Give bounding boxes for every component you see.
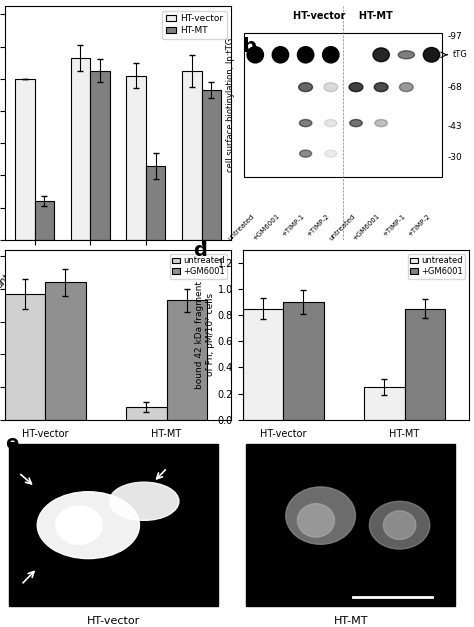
Text: HT-vector: HT-vector — [87, 616, 140, 626]
Bar — [166, 300, 207, 419]
Ellipse shape — [400, 83, 413, 92]
Ellipse shape — [350, 120, 362, 127]
Legend: untreated, +GM6001: untreated, +GM6001 — [408, 254, 465, 278]
Ellipse shape — [375, 120, 387, 127]
Ellipse shape — [299, 120, 312, 127]
Text: +TIMP-2: +TIMP-2 — [407, 213, 431, 238]
Text: -30: -30 — [448, 153, 463, 162]
Y-axis label: bound 42 kDa fragment
of Fn, pM/10⁷ cells: bound 42 kDa fragment of Fn, pM/10⁷ cell… — [195, 281, 215, 389]
Ellipse shape — [325, 120, 337, 127]
Bar — [243, 308, 283, 419]
Bar — [35, 201, 54, 240]
Text: tTG: tTG — [453, 50, 468, 60]
Ellipse shape — [324, 83, 337, 92]
Bar — [283, 302, 324, 419]
Bar — [45, 282, 86, 419]
Text: cell surface biotinylation, Ip:tTG: cell surface biotinylation, Ip:tTG — [226, 38, 235, 172]
Text: HT-vector    HT-MT: HT-vector HT-MT — [293, 11, 393, 21]
Text: -43: -43 — [448, 122, 463, 131]
Ellipse shape — [37, 492, 139, 559]
Text: HT-MT: HT-MT — [334, 616, 368, 626]
Ellipse shape — [299, 83, 312, 92]
Text: +TIMP-2: +TIMP-2 — [306, 213, 331, 238]
Bar — [9, 444, 219, 606]
Ellipse shape — [297, 46, 314, 63]
Ellipse shape — [373, 48, 389, 61]
Ellipse shape — [272, 46, 289, 63]
Ellipse shape — [56, 506, 102, 544]
Ellipse shape — [297, 503, 335, 537]
Bar — [364, 387, 404, 419]
Ellipse shape — [383, 511, 416, 539]
Bar — [182, 71, 201, 240]
Text: e: e — [5, 435, 18, 453]
Ellipse shape — [286, 487, 356, 544]
Bar — [201, 90, 221, 240]
Ellipse shape — [369, 501, 430, 549]
Text: -68: -68 — [448, 83, 463, 92]
Ellipse shape — [300, 150, 311, 157]
Ellipse shape — [423, 48, 440, 62]
Ellipse shape — [349, 83, 363, 92]
Ellipse shape — [323, 46, 339, 63]
Bar — [90, 71, 109, 240]
Bar — [127, 75, 146, 240]
Text: d: d — [193, 241, 207, 260]
Text: b: b — [243, 37, 256, 56]
Text: untreated: untreated — [227, 213, 255, 241]
Bar — [5, 294, 45, 419]
Text: -97: -97 — [448, 33, 463, 41]
Text: +TIMP-1: +TIMP-1 — [281, 213, 306, 238]
Ellipse shape — [247, 46, 264, 63]
Ellipse shape — [374, 83, 388, 92]
Text: +TIMP-1: +TIMP-1 — [382, 213, 406, 238]
Ellipse shape — [398, 51, 414, 59]
Ellipse shape — [325, 150, 337, 157]
Bar — [404, 308, 445, 419]
Text: untreated: untreated — [328, 213, 356, 241]
Bar — [71, 58, 90, 240]
Legend: untreated, +GM6001: untreated, +GM6001 — [170, 254, 227, 278]
Ellipse shape — [109, 482, 179, 520]
Text: +GM6001: +GM6001 — [352, 213, 381, 242]
Legend: HT-vector, HT-MT: HT-vector, HT-MT — [162, 11, 227, 39]
Bar — [126, 407, 166, 419]
Bar — [146, 166, 165, 240]
Bar — [244, 33, 442, 177]
Bar — [246, 444, 456, 606]
Bar — [15, 79, 35, 240]
Text: +GM6001: +GM6001 — [251, 213, 281, 242]
